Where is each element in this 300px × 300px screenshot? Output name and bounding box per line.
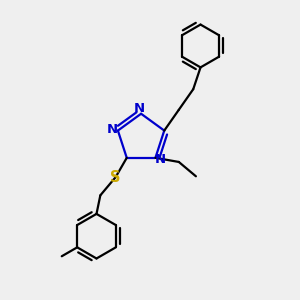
Text: S: S (110, 169, 121, 184)
Text: N: N (134, 102, 145, 115)
Text: N: N (107, 123, 118, 136)
Text: N: N (155, 153, 166, 166)
